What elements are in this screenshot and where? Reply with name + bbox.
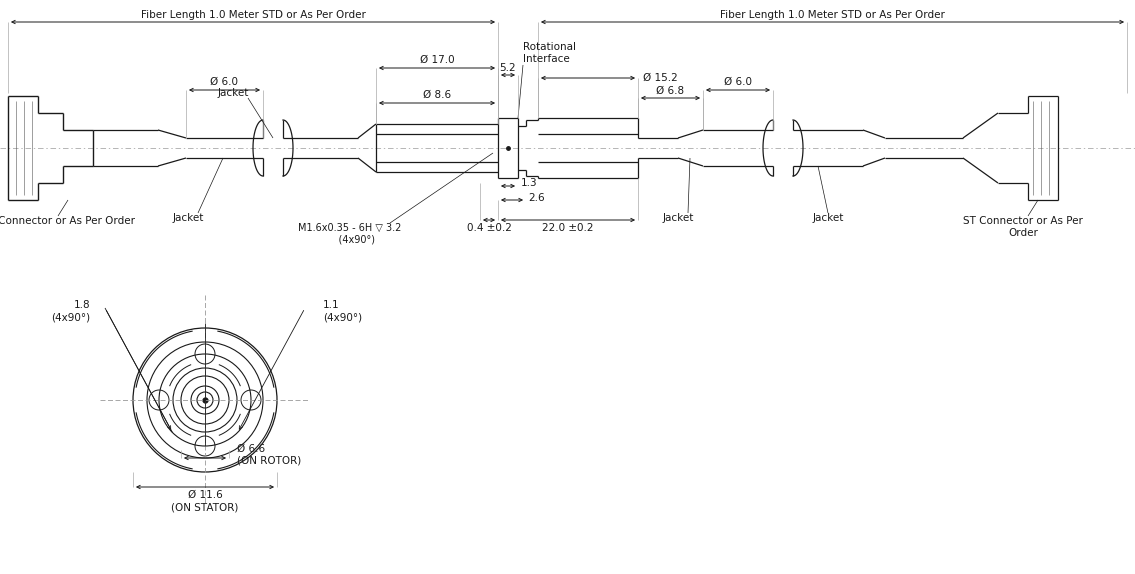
Text: 5.2: 5.2 (499, 63, 516, 73)
Text: Ø 6.8: Ø 6.8 (656, 86, 684, 96)
Text: (ON STATOR): (ON STATOR) (171, 502, 238, 512)
Text: ST Connector or As Per
Order: ST Connector or As Per Order (964, 216, 1083, 238)
Text: Jacket: Jacket (173, 213, 203, 223)
Text: Jacket: Jacket (813, 213, 843, 223)
Text: (4x90°): (4x90°) (323, 312, 362, 322)
Text: Jacket: Jacket (663, 213, 693, 223)
Text: 22.0 ±0.2: 22.0 ±0.2 (543, 223, 594, 233)
Text: Ø 15.2: Ø 15.2 (644, 73, 678, 83)
Text: Ø 6.6
(ON ROTOR): Ø 6.6 (ON ROTOR) (237, 444, 301, 466)
Text: Jacket: Jacket (217, 88, 249, 98)
Text: Ø 6.0: Ø 6.0 (210, 77, 238, 87)
Text: Rotational
Interface: Rotational Interface (523, 42, 575, 64)
Text: 0.4 ±0.2: 0.4 ±0.2 (466, 223, 512, 233)
Text: Fiber Length 1.0 Meter STD or As Per Order: Fiber Length 1.0 Meter STD or As Per Ord… (141, 10, 365, 20)
Text: M1.6x0.35 - 6H ▽ 3.2
    (4x90°): M1.6x0.35 - 6H ▽ 3.2 (4x90°) (299, 223, 402, 245)
Text: 2.6: 2.6 (528, 193, 545, 203)
Text: ST Connector or As Per Order: ST Connector or As Per Order (0, 216, 135, 226)
Text: 1.1: 1.1 (323, 300, 339, 310)
Text: (4x90°): (4x90°) (51, 312, 90, 322)
Text: Ø 11.6: Ø 11.6 (187, 490, 222, 500)
Text: 1.3: 1.3 (521, 178, 538, 188)
Text: Ø 6.0: Ø 6.0 (724, 77, 753, 87)
Text: 1.8: 1.8 (74, 300, 90, 310)
Text: Fiber Length 1.0 Meter STD or As Per Order: Fiber Length 1.0 Meter STD or As Per Ord… (720, 10, 945, 20)
Text: Ø 17.0: Ø 17.0 (420, 55, 454, 65)
Text: Ø 8.6: Ø 8.6 (423, 90, 451, 100)
